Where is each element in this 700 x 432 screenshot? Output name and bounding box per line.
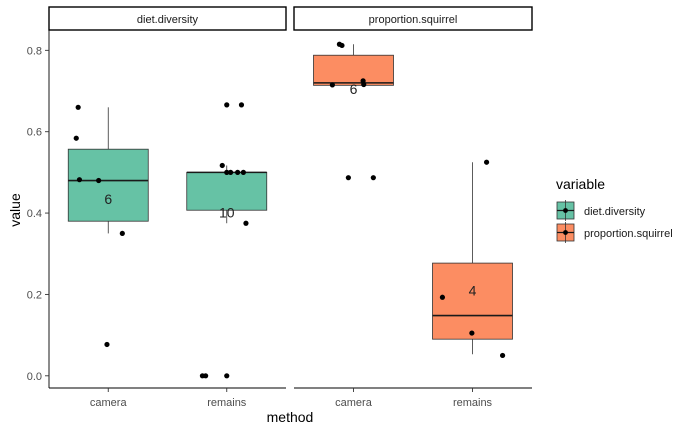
data-point bbox=[370, 175, 376, 181]
box-group: 6 bbox=[67, 104, 149, 348]
data-point bbox=[224, 373, 230, 379]
data-point bbox=[235, 169, 241, 175]
data-point bbox=[361, 81, 367, 88]
legend-label: diet.diversity bbox=[584, 206, 646, 218]
count-label: 10 bbox=[219, 204, 235, 220]
facet-panel: diet.diversity 6 camera 10 remains bbox=[48, 6, 287, 409]
data-point bbox=[329, 82, 335, 88]
legend: variable diet.diversity proportion.squirr… bbox=[556, 176, 673, 243]
facets-layer: diet.diversity6camera10remainsproportion… bbox=[48, 6, 533, 409]
facet-strip bbox=[48, 6, 287, 31]
data-point bbox=[219, 162, 225, 169]
legend-label: proportion.squirrel bbox=[584, 228, 673, 240]
data-point bbox=[469, 330, 475, 336]
y-tick-label: 0.2 bbox=[27, 289, 42, 301]
data-point bbox=[76, 177, 83, 183]
facet-strip-label: proportion.squirrel bbox=[369, 14, 458, 26]
data-point bbox=[96, 177, 102, 184]
y-tick-label: 0.8 bbox=[27, 45, 42, 57]
data-point bbox=[339, 42, 345, 49]
data-point bbox=[238, 102, 245, 108]
y-tick-label: 0.0 bbox=[27, 371, 42, 383]
facet-strip-label: diet.diversity bbox=[137, 14, 199, 26]
x-tick-label: remains bbox=[453, 397, 493, 409]
data-point bbox=[243, 220, 249, 226]
data-point bbox=[119, 230, 125, 237]
x-tick-label: camera bbox=[335, 397, 373, 409]
count-label: 4 bbox=[469, 282, 477, 298]
box bbox=[67, 148, 149, 222]
data-point bbox=[499, 352, 506, 359]
data-point bbox=[73, 135, 79, 141]
y-axis-title: value bbox=[7, 193, 23, 227]
data-point bbox=[240, 169, 246, 175]
legend-title: variable bbox=[556, 176, 605, 192]
data-point bbox=[104, 341, 110, 348]
legend-key-point bbox=[563, 208, 568, 213]
data-point bbox=[203, 373, 209, 379]
count-label: 6 bbox=[104, 191, 112, 207]
facet-strip bbox=[293, 6, 533, 31]
data-point bbox=[75, 104, 81, 110]
box-group: 10 bbox=[186, 102, 268, 379]
count-label: 6 bbox=[350, 81, 358, 97]
box-group: 6 bbox=[313, 41, 394, 181]
legend-key-point bbox=[563, 230, 568, 235]
y-tick-label: 0.6 bbox=[27, 127, 42, 139]
data-point bbox=[227, 169, 234, 175]
data-point bbox=[483, 159, 490, 165]
facet-panel: proportion.squirrel 6 camera 4 remains bbox=[293, 6, 533, 409]
data-point bbox=[439, 294, 446, 300]
data-point bbox=[345, 175, 351, 181]
box bbox=[432, 262, 513, 340]
data-point bbox=[224, 169, 230, 175]
y-tick-label: 0.4 bbox=[27, 208, 42, 220]
x-tick-label: remains bbox=[207, 397, 247, 409]
x-tick-label: camera bbox=[90, 397, 128, 409]
box-group: 4 bbox=[432, 159, 513, 359]
y-axis: 0.0 0.2 0.4 0.6 0.8 bbox=[27, 30, 50, 388]
data-point bbox=[224, 102, 230, 108]
box bbox=[313, 54, 394, 86]
x-axis-title: method bbox=[267, 409, 314, 425]
